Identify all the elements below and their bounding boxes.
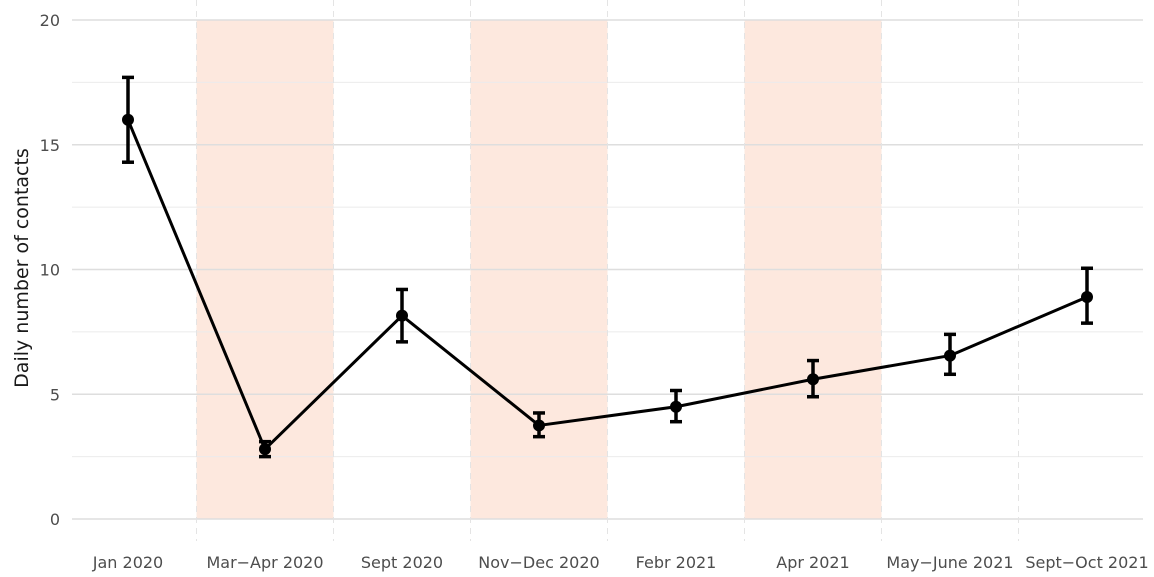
x-tick-labels: Jan 2020 Mar−Apr 2020 Sept 2020 Nov−Dec 202… [92,553,1149,572]
x-tick-label: Mar−Apr 2020 [206,553,323,572]
x-tick-label: Sept 2020 [361,553,443,572]
series-layer [122,75,1093,459]
data-point [533,419,545,432]
x-tick-label: Sept−Oct 2021 [1025,553,1148,572]
x-tick-label: Nov−Dec 2020 [478,553,599,572]
data-point [396,309,408,322]
data-point [670,400,682,413]
y-tick-label: 15 [40,136,60,155]
y-tick-label: 10 [40,261,60,280]
x-tick-label: Febr 2021 [636,553,717,572]
data-point [122,113,134,126]
data-point [259,443,271,456]
x-tick-label: Jan 2020 [92,553,163,572]
y-tick-label: 5 [50,385,60,404]
data-point [1081,290,1093,303]
y-axis-title: Daily number of contacts [11,148,33,388]
y-tick-labels: 0 5 10 15 20 [40,11,60,529]
data-point [807,373,819,386]
x-tick-label: May−June 2021 [886,553,1013,572]
grid-layer [72,0,1143,541]
data-point [944,349,956,362]
y-tick-label: 0 [50,510,60,529]
y-tick-label: 20 [40,11,60,30]
series-line [126,119,1088,451]
x-tick-label: Apr 2021 [776,553,849,572]
